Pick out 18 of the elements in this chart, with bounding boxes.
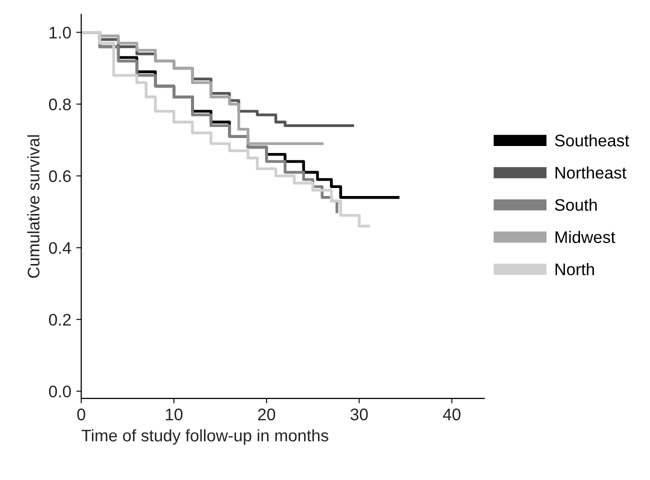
y-tick-label: 0.6 bbox=[49, 170, 71, 182]
y-tick-label: 0.4 bbox=[49, 242, 72, 254]
y-tick-label: 0.2 bbox=[49, 314, 71, 326]
y-tick-label: 0.0 bbox=[49, 386, 71, 398]
x-tick-label: 30 bbox=[350, 408, 368, 420]
x-tick-label: 40 bbox=[442, 408, 460, 420]
y-tick-label: 0.8 bbox=[49, 98, 71, 110]
x-tick-label: 0 bbox=[77, 408, 86, 420]
y-axis-title: Cumulative survival bbox=[27, 135, 40, 278]
x-tick-label: 10 bbox=[166, 408, 183, 420]
legend-label: Northeast bbox=[556, 166, 626, 179]
y-tick-label: 1.0 bbox=[50, 26, 71, 39]
legend-label: Southeast bbox=[555, 134, 630, 146]
legend-label: Midwest bbox=[556, 230, 616, 244]
legend-label: North bbox=[556, 263, 594, 276]
x-axis-title: Time of study follow-up in months bbox=[82, 429, 328, 445]
legend-label: South bbox=[555, 198, 597, 211]
x-tick-label: 20 bbox=[258, 408, 276, 420]
